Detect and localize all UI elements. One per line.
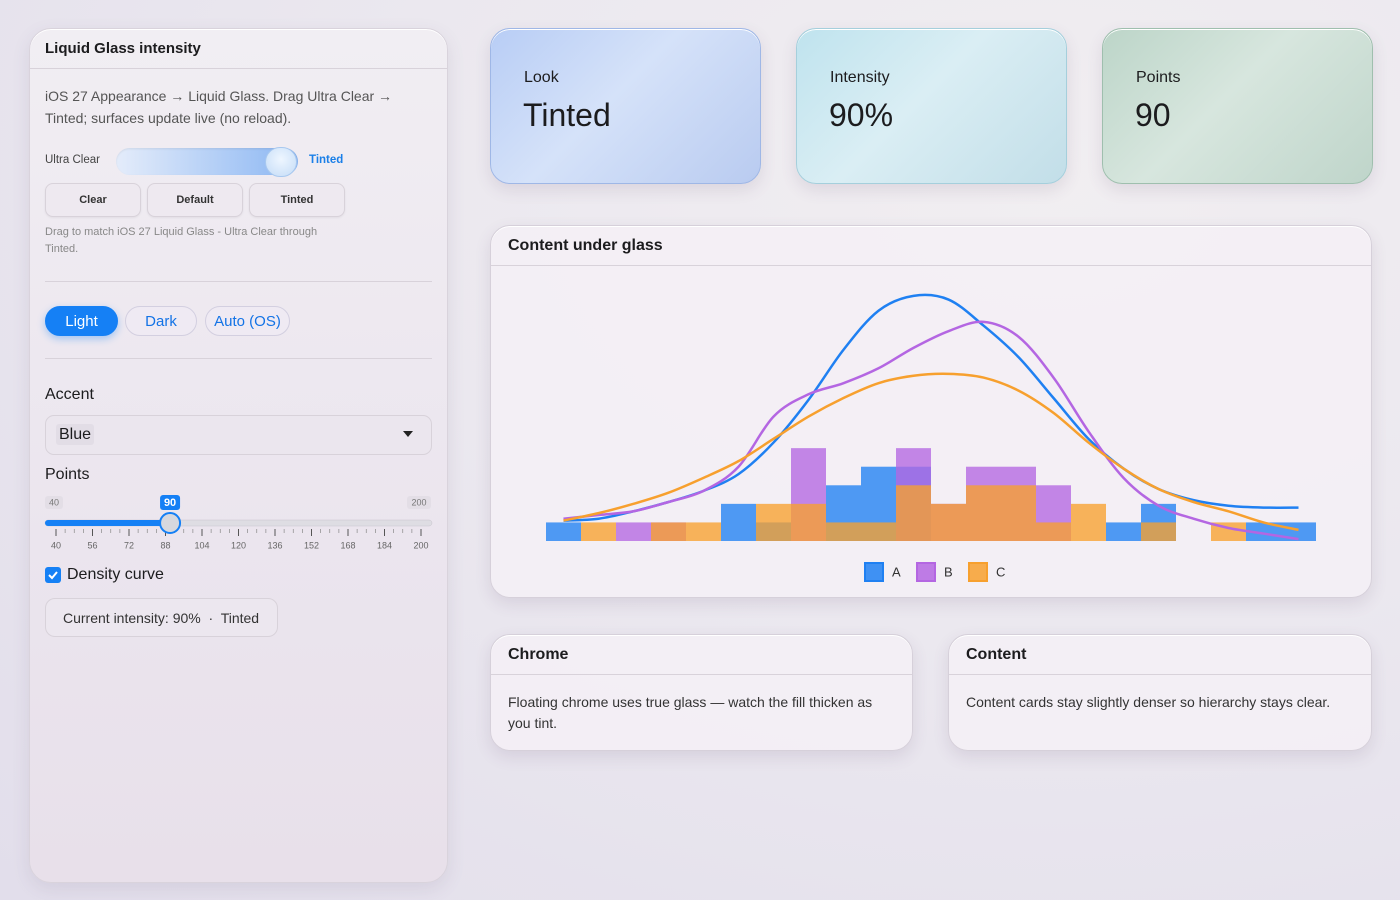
- stat-card: Look Tinted: [490, 28, 761, 184]
- description: iOS 27 Appearance → Liquid Glass. Drag U…: [45, 88, 393, 126]
- stat-card: Intensity 90%: [796, 28, 1067, 184]
- slider-max: 200: [411, 497, 426, 507]
- slider-thumb: [159, 512, 182, 534]
- checkbox[interactable]: [45, 567, 61, 583]
- histogram-bar: [546, 522, 581, 541]
- divider: [491, 674, 912, 675]
- histogram-bar: [581, 522, 616, 541]
- note-card: Chrome Floating chrome uses true glass —…: [490, 634, 913, 751]
- tick-label: 152: [304, 540, 319, 550]
- stat-label: Look: [524, 69, 559, 86]
- histogram-bar: [896, 485, 931, 541]
- checkbox-label: Density curve: [67, 566, 164, 583]
- histogram-bar: [861, 522, 896, 541]
- divider: [30, 68, 447, 69]
- accent-value: Blue: [56, 424, 95, 445]
- legend-label: A: [892, 564, 901, 579]
- histogram-bar: [686, 522, 721, 541]
- divider: [491, 265, 1371, 266]
- note-title: Content: [966, 646, 1027, 663]
- divider: [45, 358, 432, 359]
- panel-title: Liquid Glass intensity: [45, 40, 201, 57]
- stat-card: Points 90: [1102, 28, 1373, 184]
- note-text: Content cards stay slightly denser so hi…: [966, 694, 1331, 710]
- tick-label: 56: [87, 540, 97, 550]
- histogram-bar: [1001, 485, 1036, 541]
- stat-label: Points: [1136, 69, 1181, 86]
- histogram-bar: [1071, 503, 1106, 541]
- tick-label: 184: [377, 540, 392, 550]
- divider: [45, 281, 432, 282]
- status: Current intensity: 90% · Tinted: [45, 598, 278, 637]
- slider-max-label: Tinted: [309, 154, 344, 166]
- histogram-bar: [1036, 522, 1071, 541]
- stat-label: Intensity: [830, 69, 890, 86]
- chart-title: Content under glass: [508, 237, 663, 254]
- points-label: Points: [45, 466, 90, 483]
- note-card: Content Content cards stay slightly dens…: [948, 634, 1372, 751]
- tick-label: 88: [160, 540, 170, 550]
- tick-label: 40: [51, 540, 61, 550]
- chart: A B C: [546, 293, 1316, 582]
- density-curve: [563, 372, 1299, 532]
- histogram-bar: [756, 503, 791, 541]
- histogram-bar: [616, 522, 651, 541]
- value-badge: [160, 495, 181, 510]
- dropdown-arrow: [403, 431, 413, 437]
- preset-button[interactable]: Clear: [45, 183, 141, 217]
- density-curve: [563, 320, 1299, 541]
- legend-swatch: [864, 562, 884, 582]
- stat-value: Tinted: [523, 97, 611, 133]
- tick-label: 104: [194, 540, 209, 550]
- hint: Drag to match iOS 27 Liquid Glass - Ultr…: [45, 226, 318, 255]
- preset-button[interactable]: Default: [147, 183, 243, 217]
- check-mark: [48, 571, 58, 580]
- theme-pill[interactable]: Dark: [125, 306, 197, 336]
- tick-label: 120: [231, 540, 246, 550]
- divider: [949, 674, 1371, 675]
- stat-value: 90: [1135, 97, 1171, 133]
- theme-pill[interactable]: Light: [45, 306, 118, 336]
- histogram-bar: [1106, 522, 1141, 541]
- note-title: Chrome: [508, 646, 569, 663]
- points-slider[interactable]: 40 200 40 56 72 88 104 120 136 152 168 184 200 90: [0, 490, 448, 555]
- tick-label: 136: [267, 540, 282, 550]
- histogram-bar: [1246, 522, 1281, 541]
- histogram-bar: [651, 522, 686, 541]
- tick-label: 72: [124, 540, 134, 550]
- slider-min: 40: [49, 497, 59, 507]
- tick-label: 200: [413, 540, 428, 550]
- histogram-bar: [721, 503, 756, 541]
- slider-min-label: Ultra Clear: [45, 154, 100, 166]
- min-badge: [45, 496, 63, 509]
- stat-value: 90%: [829, 97, 894, 133]
- slider-thumb[interactable]: [264, 147, 297, 177]
- histogram-bar: [1141, 522, 1176, 541]
- note-text: Floating chrome uses true glass — watch …: [508, 694, 873, 731]
- histogram-bar: [791, 503, 826, 541]
- legend-swatch: [916, 562, 936, 582]
- max-badge: [407, 496, 431, 509]
- legend-label: B: [944, 564, 953, 579]
- histogram-bar: [966, 485, 1001, 541]
- slider-value: 90: [164, 497, 176, 509]
- histogram-bar: [826, 522, 861, 541]
- track-fill: [45, 520, 171, 526]
- legend-label: C: [996, 564, 1005, 579]
- tick-label: 168: [340, 540, 355, 550]
- theme-pill[interactable]: Auto (OS): [205, 306, 290, 336]
- preset-button[interactable]: Tinted: [249, 183, 345, 217]
- histogram-bar: [931, 503, 966, 541]
- legend-swatch: [968, 562, 988, 582]
- chart-card: Content under glass A B C: [490, 225, 1372, 598]
- accent-label: Accent: [45, 386, 94, 403]
- accent-select[interactable]: [45, 415, 432, 455]
